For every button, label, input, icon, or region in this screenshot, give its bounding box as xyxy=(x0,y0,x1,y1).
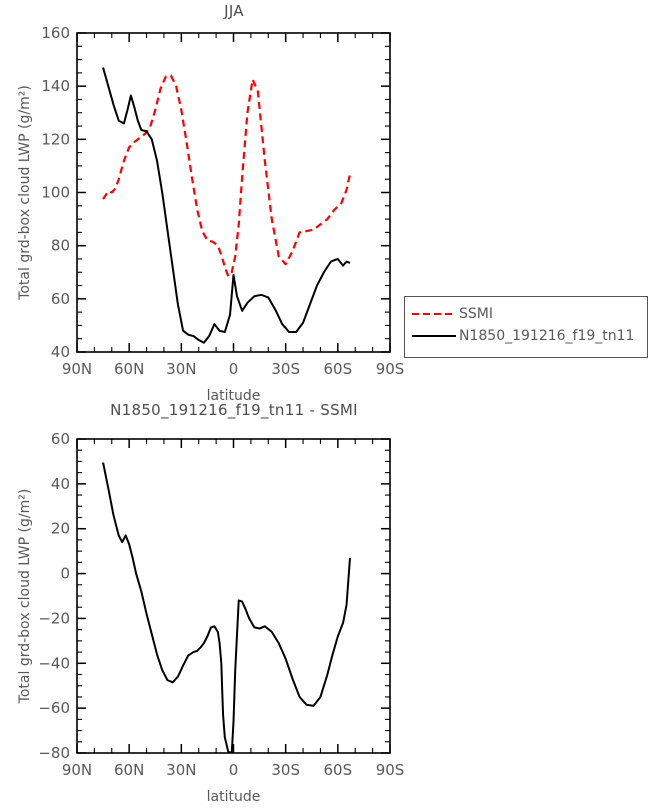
x-tick-label: 60N xyxy=(114,360,144,378)
plot-frame xyxy=(76,32,391,353)
chart-svg-top: 40 60 80 100 120 140 160 90N 60N 30N 0 30S 60S 90S lat… xyxy=(17,24,405,404)
chart-legend: SSMI N1850_191216_f19_tn11 xyxy=(404,296,648,358)
y-tick-label: −60 xyxy=(38,699,70,717)
x-axis-label: latitude xyxy=(207,789,261,805)
y-tick-label: 80 xyxy=(51,237,70,255)
x-tick-label: 0 xyxy=(229,360,239,378)
x-axis-label: latitude xyxy=(207,388,261,404)
y-tick-label: 140 xyxy=(41,77,70,95)
chart-title-top: JJA xyxy=(224,2,244,20)
legend-item-ssmi: SSMI xyxy=(411,303,639,325)
y-tick-label: 20 xyxy=(51,520,70,538)
y-tick-label: −80 xyxy=(38,744,70,762)
chart-panel-difference: N1850_191216_f19_tn11 - SSMI −80 −60 −40 −2… xyxy=(0,398,648,808)
series-path-b xyxy=(102,67,351,344)
y-tick-label: −40 xyxy=(38,654,70,672)
legend-label-model: N1850_191216_f19_tn11 xyxy=(459,328,635,344)
x-tick-label: 30N xyxy=(166,761,196,779)
y-axis-label: Total grd-box cloud LWP (g/m²) xyxy=(17,85,33,301)
y-tick-label: 40 xyxy=(51,475,70,493)
x-tick-label: 60S xyxy=(324,761,353,779)
y-tick-label: −20 xyxy=(38,609,70,627)
x-tick-label: 30S xyxy=(271,761,300,779)
y-axis-label: Total grd-box cloud LWP (g/m²) xyxy=(17,489,33,705)
y-tick-label: 60 xyxy=(51,290,70,308)
x-tick-label: 0 xyxy=(229,761,239,779)
y-tick-label: 120 xyxy=(41,130,70,148)
y-tick-label: 60 xyxy=(51,430,70,448)
legend-label-ssmi: SSMI xyxy=(459,306,493,322)
x-tick-label: 90N xyxy=(62,761,92,779)
x-tick-label: 60N xyxy=(114,761,144,779)
chart-panel-jja: JJA 40 60 80 100 120 140 160 90N 60N 30N 0 30S 60S 90… xyxy=(17,2,648,404)
chart-svg-bottom: −80 −60 −40 −20 0 20 40 60 90N 60N 30N 0 30S 60S 90S la… xyxy=(17,430,405,805)
y-tick-label: 0 xyxy=(60,565,70,583)
series-path-a xyxy=(102,462,352,753)
legend-swatch-ssmi xyxy=(412,313,456,315)
legend-item-model: N1850_191216_f19_tn11 xyxy=(411,325,639,347)
series-path-a xyxy=(102,74,352,278)
x-tick-label: 30S xyxy=(271,360,300,378)
y-tick-label: 40 xyxy=(51,343,70,361)
x-tick-label: 90S xyxy=(376,360,405,378)
legend-swatch-model xyxy=(412,335,456,337)
y-tick-label: 160 xyxy=(41,24,70,42)
x-tick-label: 60S xyxy=(324,360,353,378)
x-tick-label: 90S xyxy=(376,761,405,779)
x-tick-label: 30N xyxy=(166,360,196,378)
x-tick-label: 90N xyxy=(62,360,92,378)
chart-title-bottom: N1850_191216_f19_tn11 - SSMI xyxy=(110,401,358,419)
y-tick-label: 100 xyxy=(41,184,70,202)
